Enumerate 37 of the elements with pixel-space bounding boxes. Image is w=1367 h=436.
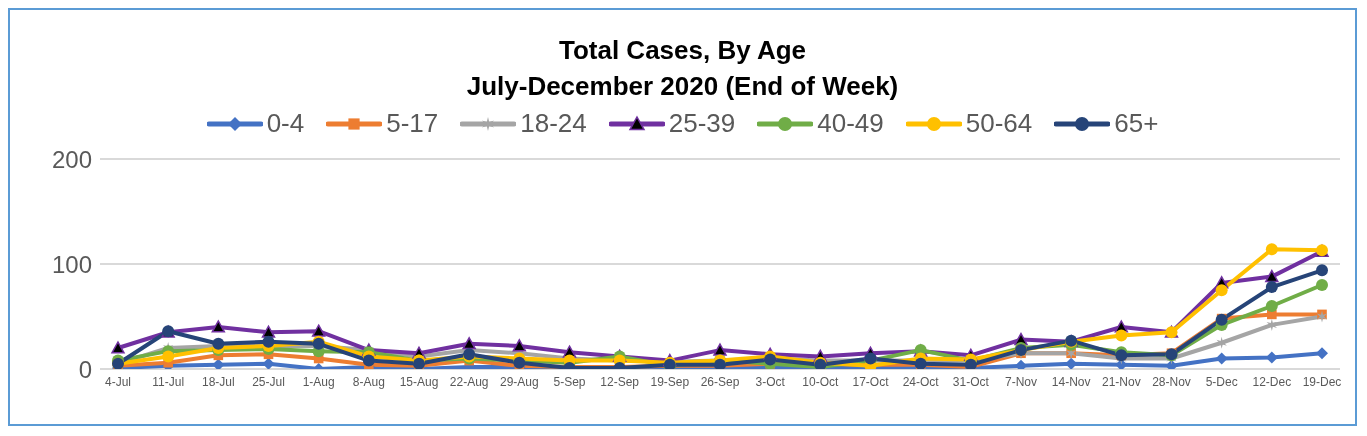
chart-title: Total Cases, By Age — [557, 34, 808, 67]
x-tick-label: 29-Aug — [499, 374, 539, 389]
chart-subtitle: July-December 2020 (End of Week) — [465, 70, 900, 103]
x-tick-label: 24-Oct — [902, 374, 940, 389]
x-tick-label: 3-Oct — [755, 374, 786, 389]
x-tick-label: 19-Sep — [650, 374, 690, 389]
legend-label: 50-64 — [965, 108, 1033, 139]
x-tick-label: 15-Aug — [399, 374, 439, 389]
x-tick-label: 18-Jul — [201, 374, 235, 389]
x-tick-label: 8-Aug — [352, 374, 385, 389]
x-tick-label: 1-Aug — [302, 374, 335, 389]
x-tick-label: 17-Oct — [852, 374, 890, 389]
legend-label: 0-4 — [266, 108, 305, 139]
y-tick-label: 0 — [78, 355, 92, 383]
x-tick-label: 10-Oct — [802, 374, 839, 389]
x-tick-label: 12-Dec — [1252, 374, 1292, 389]
y-tick-label: 100 — [51, 250, 92, 278]
x-tick-label: 7-Nov — [1004, 374, 1038, 389]
x-tick-label: 26-Sep — [700, 374, 740, 389]
x-tick-label: 11-Jul — [152, 374, 185, 389]
legend-label: 18-24 — [520, 108, 587, 139]
legend-label: 65+ — [1114, 108, 1159, 139]
x-tick-label: 21-Nov — [1101, 374, 1141, 389]
x-tick-label: 25-Jul — [252, 374, 285, 389]
x-tick-label: 12-Sep — [600, 374, 640, 389]
legend-label: 40-49 — [817, 108, 884, 139]
x-tick-label: 5-Dec — [1205, 374, 1238, 389]
legend-label: 5-17 — [386, 108, 439, 139]
x-tick-label: 22-Aug — [449, 374, 489, 389]
x-tick-label: 14-Nov — [1051, 374, 1091, 389]
x-tick-label: 31-Oct — [952, 374, 990, 389]
x-tick-label: 19-Dec — [1302, 374, 1342, 389]
x-tick-label: 28-Nov — [1152, 374, 1191, 389]
x-tick-label: 5-Sep — [553, 374, 586, 389]
x-tick-label: 4-Jul — [104, 374, 132, 389]
legend-label: 25-39 — [668, 108, 736, 139]
y-tick-label: 200 — [51, 145, 92, 173]
